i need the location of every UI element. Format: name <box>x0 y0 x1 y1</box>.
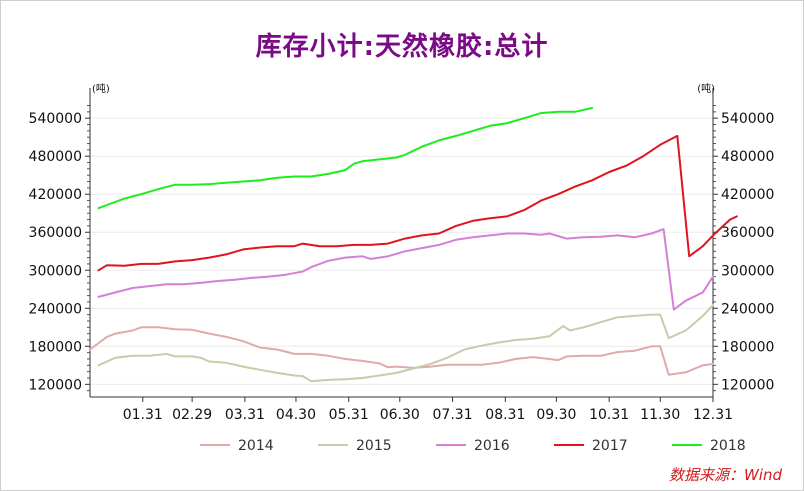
y-unit-left: (吨) <box>92 82 110 95</box>
y-tick-label-right: 420000 <box>721 187 774 203</box>
chart-title: 库存小计:天然橡胶:总计 <box>255 32 549 62</box>
legend-label-2018: 2018 <box>710 438 746 454</box>
x-tick-label: 11.30 <box>640 407 680 423</box>
series-line-2014 <box>89 326 714 376</box>
data-source-note: 数据来源：Wind <box>668 466 782 484</box>
y-tick-label-left: 360000 <box>29 225 82 241</box>
y-unit-right: (吨) <box>697 82 715 95</box>
x-tick-label: 06.30 <box>380 407 420 423</box>
y-tick-label-right: 300000 <box>721 263 774 279</box>
legend-label-2017: 2017 <box>592 438 628 454</box>
y-tick-label-right: 360000 <box>721 225 774 241</box>
series-line-2015 <box>97 304 714 383</box>
series-line-2017 <box>97 134 738 272</box>
y-tick-label-left: 480000 <box>29 149 82 165</box>
y-tick-label-left: 420000 <box>29 187 82 203</box>
y-tick-label-right: 120000 <box>721 377 774 393</box>
x-tick-label: 10.31 <box>589 407 629 423</box>
y-tick-label-left: 300000 <box>29 263 82 279</box>
legend-label-2015: 2015 <box>356 438 392 454</box>
x-tick-label: 02.29 <box>172 407 212 423</box>
y-tick-label-left: 240000 <box>29 301 82 317</box>
x-tick-label: 08.31 <box>485 407 525 423</box>
x-tick-label: 04.30 <box>276 407 316 423</box>
series-line-2018 <box>97 107 594 210</box>
gridlines <box>90 117 713 385</box>
x-tick-label: 03.31 <box>225 407 265 423</box>
y-tick-label-right: 480000 <box>721 149 774 165</box>
series-line-2016 <box>97 228 714 311</box>
x-tick-label: 05.31 <box>329 407 369 423</box>
y-tick-label-right: 180000 <box>721 339 774 355</box>
x-tick-label: 07.31 <box>433 407 473 423</box>
y-tick-label-right: 240000 <box>721 301 774 317</box>
axes: 120000 120000 180000 180000 240000 240000 3000… <box>29 82 775 423</box>
x-tick-label: 12.31 <box>693 407 733 423</box>
y-tick-label-right: 540000 <box>721 111 774 127</box>
y-tick-label-left: 180000 <box>29 339 82 355</box>
y-tick-label-left: 120000 <box>29 377 82 393</box>
y-tick-label-left: 540000 <box>29 111 82 127</box>
legend-label-2014: 2014 <box>238 438 274 454</box>
legend: 2014 2015 2016 2017 2018 <box>200 438 746 454</box>
x-tick-label: 01.31 <box>123 407 163 423</box>
series-layer <box>89 107 738 383</box>
x-tick-label: 09.30 <box>536 407 576 423</box>
legend-label-2016: 2016 <box>474 438 510 454</box>
